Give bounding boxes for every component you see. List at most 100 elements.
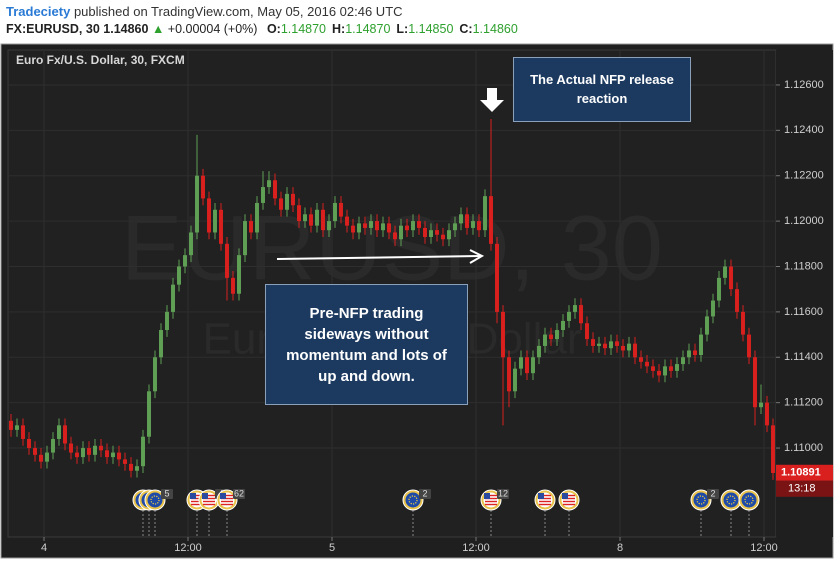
- event-icon[interactable]: 2: [690, 488, 719, 511]
- candle-body: [225, 243, 229, 278]
- candle-body: [441, 234, 445, 240]
- annotation-box: The Actual NFP release reaction: [513, 57, 691, 122]
- y-tick-label: 1.11800: [784, 260, 823, 272]
- change-arrow: ▲: [151, 22, 165, 36]
- candle-body: [519, 357, 523, 369]
- candle-body: [171, 284, 175, 312]
- candle-body: [609, 341, 613, 349]
- candle-body: [177, 266, 181, 285]
- candle-body: [291, 193, 295, 206]
- candle-body: [639, 357, 643, 362]
- candle-body: [591, 339, 595, 346]
- candle-body: [501, 311, 505, 358]
- candle-body: [207, 198, 211, 233]
- event-icon[interactable]: 12: [480, 488, 509, 511]
- event-icon[interactable]: [738, 489, 760, 511]
- x-tick-label: 4: [41, 542, 47, 554]
- candle-body: [153, 357, 157, 392]
- candle-body: [549, 334, 553, 340]
- candle-body: [567, 311, 571, 321]
- candle-body: [99, 445, 103, 451]
- candle-body: [459, 214, 463, 224]
- candle-body: [279, 198, 283, 210]
- countdown-tag: [776, 480, 833, 497]
- arrow-right-head: [469, 249, 485, 264]
- candle-body: [123, 459, 127, 464]
- y-tick-label: 1.12600: [784, 79, 824, 91]
- candle-body: [663, 366, 667, 376]
- candle-body: [495, 243, 499, 312]
- watermark: EURUSD, 30: [121, 197, 663, 299]
- ohlc-value: 1.14870: [280, 22, 327, 36]
- flag-eu: [741, 492, 757, 508]
- candle-body: [105, 450, 109, 458]
- candle-body: [339, 202, 343, 217]
- candle-body: [57, 425, 61, 439]
- candle-body: [729, 266, 733, 290]
- flag-stars: [408, 495, 418, 505]
- x-tick-label: 12:00: [174, 542, 202, 554]
- candle-body: [723, 266, 727, 278]
- event-icon[interactable]: 5: [144, 488, 173, 511]
- candle-body: [249, 221, 253, 233]
- candle-body: [75, 452, 79, 458]
- candle-body: [735, 289, 739, 312]
- event-badge: [233, 489, 245, 499]
- event-badge-label: 5: [164, 488, 169, 498]
- last-price-label: 1.10891: [781, 467, 821, 479]
- event-icon[interactable]: 62: [216, 488, 245, 511]
- candle-body: [531, 357, 535, 374]
- candle-body: [741, 311, 745, 335]
- candle-body: [273, 180, 277, 199]
- ohlc-label: C:: [459, 22, 473, 36]
- ohlc-label: O:: [266, 22, 281, 36]
- candle-body: [93, 445, 97, 455]
- x-tick-label: 12:00: [750, 542, 778, 554]
- candle-body: [615, 341, 619, 346]
- candle-body: [603, 343, 607, 349]
- event-badge-label: 12: [498, 488, 508, 498]
- candle-body: [573, 305, 577, 312]
- candle-body: [363, 223, 367, 228]
- flag-canton: [190, 493, 196, 499]
- candle-body: [45, 452, 49, 462]
- candle-body: [483, 196, 487, 231]
- candle-body: [327, 221, 331, 231]
- chart-title: Euro Fx/U.S. Dollar, 30, FXCM: [16, 53, 185, 67]
- candle-body: [195, 175, 199, 233]
- candle-body: [63, 425, 67, 444]
- candle-body: [417, 221, 421, 228]
- candle-body: [693, 350, 697, 355]
- candle-body: [69, 443, 73, 453]
- candle-body: [51, 438, 55, 453]
- candle-body: [513, 368, 517, 392]
- event-icon[interactable]: [534, 489, 556, 511]
- event-icon[interactable]: 2: [402, 488, 431, 511]
- candle-body: [477, 221, 481, 231]
- candle-body: [381, 223, 385, 231]
- event-badge: [497, 489, 509, 499]
- candle-body: [675, 364, 679, 371]
- candle-body: [255, 202, 259, 233]
- flag-eu: [693, 492, 709, 508]
- candle-body: [369, 221, 373, 228]
- candle-body: [447, 230, 451, 240]
- candle-body: [435, 230, 439, 235]
- event-icon[interactable]: [720, 489, 742, 511]
- candle-body: [657, 370, 661, 376]
- candle-body: [87, 448, 91, 455]
- event-badge: [707, 489, 719, 499]
- author[interactable]: Tradeciety: [6, 4, 71, 19]
- event-icon[interactable]: [558, 489, 580, 511]
- candle-body: [765, 402, 769, 426]
- candle-body: [489, 196, 493, 244]
- y-tick-label: 1.11000: [784, 442, 823, 454]
- flag-stars: [696, 495, 706, 505]
- candle-body: [543, 334, 547, 346]
- publish-line: Tradeciety published on TradingView.com,…: [6, 4, 403, 19]
- candle-body: [465, 214, 469, 228]
- candle-body: [627, 343, 631, 351]
- y-tick-label: 1.11600: [784, 306, 823, 318]
- candle-body: [537, 345, 541, 358]
